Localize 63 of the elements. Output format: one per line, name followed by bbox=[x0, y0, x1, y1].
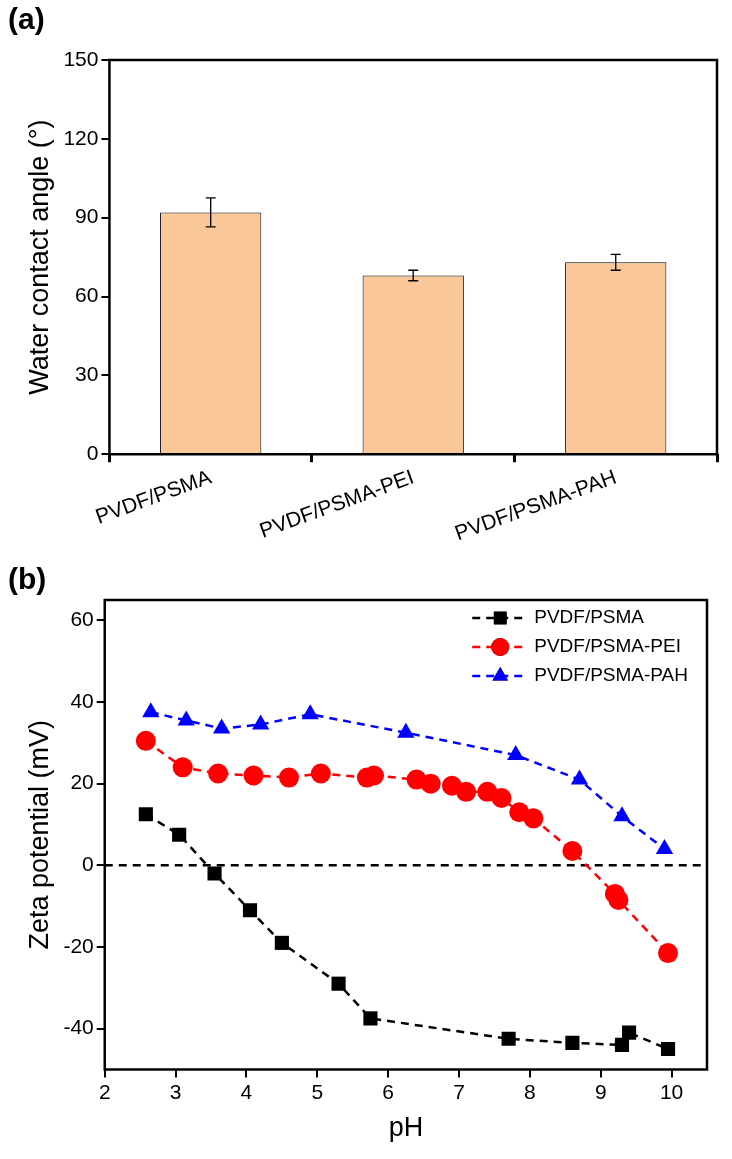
x-tick-label: 6 bbox=[382, 1079, 395, 1103]
text: (b) bbox=[8, 562, 47, 596]
y-tick-label: 60 bbox=[70, 607, 94, 631]
point bbox=[213, 718, 231, 734]
x-tick-label: 9 bbox=[594, 1079, 607, 1103]
point bbox=[420, 773, 441, 794]
point bbox=[523, 808, 544, 829]
point bbox=[570, 769, 589, 785]
point bbox=[491, 787, 512, 808]
point bbox=[142, 702, 160, 718]
x-tick-label: 4 bbox=[240, 1079, 253, 1103]
x-tick-label: 5 bbox=[311, 1079, 324, 1103]
x-tick-label: 7 bbox=[453, 1079, 465, 1103]
y-tick-label: 40 bbox=[70, 688, 94, 712]
x-axis-title: pH bbox=[388, 1112, 424, 1143]
point bbox=[172, 757, 193, 778]
point bbox=[363, 1011, 378, 1026]
y-tick-label: 0 bbox=[82, 852, 94, 876]
point bbox=[456, 781, 477, 802]
legend-label: PVDF/PSMA-PEI bbox=[534, 635, 681, 657]
point bbox=[301, 704, 319, 720]
point bbox=[660, 1041, 676, 1057]
y-tick-label: -40 bbox=[63, 1015, 94, 1039]
point bbox=[135, 730, 156, 751]
legend-label: PVDF/PSMA bbox=[534, 606, 645, 628]
point bbox=[621, 1025, 637, 1040]
point bbox=[207, 866, 222, 881]
y-tick-label: 0 bbox=[86, 440, 99, 464]
y-tick-label: 120 bbox=[63, 125, 99, 149]
point bbox=[274, 935, 289, 950]
point bbox=[397, 722, 415, 738]
point bbox=[243, 765, 264, 786]
point bbox=[565, 1035, 580, 1050]
y-tick-label: 90 bbox=[75, 204, 99, 228]
point bbox=[208, 763, 229, 784]
y-axis-title: Zeta potential (mV) bbox=[23, 719, 54, 950]
x-tick-label: 3 bbox=[169, 1079, 182, 1103]
y-axis-title: Water contact angle (°) bbox=[23, 119, 54, 395]
point bbox=[251, 714, 270, 730]
x-tick-label: 2 bbox=[98, 1079, 111, 1103]
point bbox=[608, 890, 629, 911]
point bbox=[278, 767, 299, 788]
y-tick-label: 20 bbox=[70, 770, 94, 794]
point bbox=[613, 806, 631, 822]
y-tick-label: 60 bbox=[75, 283, 99, 307]
y-tick-label: 150 bbox=[63, 46, 99, 70]
point bbox=[177, 710, 195, 726]
point bbox=[172, 827, 187, 842]
x-tick-label: 8 bbox=[524, 1079, 536, 1103]
point bbox=[242, 903, 258, 918]
legend-label: PVDF/PSMA-PAH bbox=[534, 664, 688, 686]
point bbox=[658, 943, 679, 964]
text: (a) bbox=[8, 2, 45, 36]
point bbox=[562, 841, 583, 862]
point bbox=[138, 807, 153, 822]
point bbox=[614, 1037, 630, 1052]
y-tick-label: 30 bbox=[75, 362, 99, 386]
x-tick-label: 10 bbox=[659, 1079, 684, 1103]
y-tick-label: -20 bbox=[63, 933, 94, 957]
point bbox=[507, 745, 525, 761]
point bbox=[310, 763, 331, 784]
point bbox=[331, 976, 346, 991]
point bbox=[501, 1031, 516, 1046]
